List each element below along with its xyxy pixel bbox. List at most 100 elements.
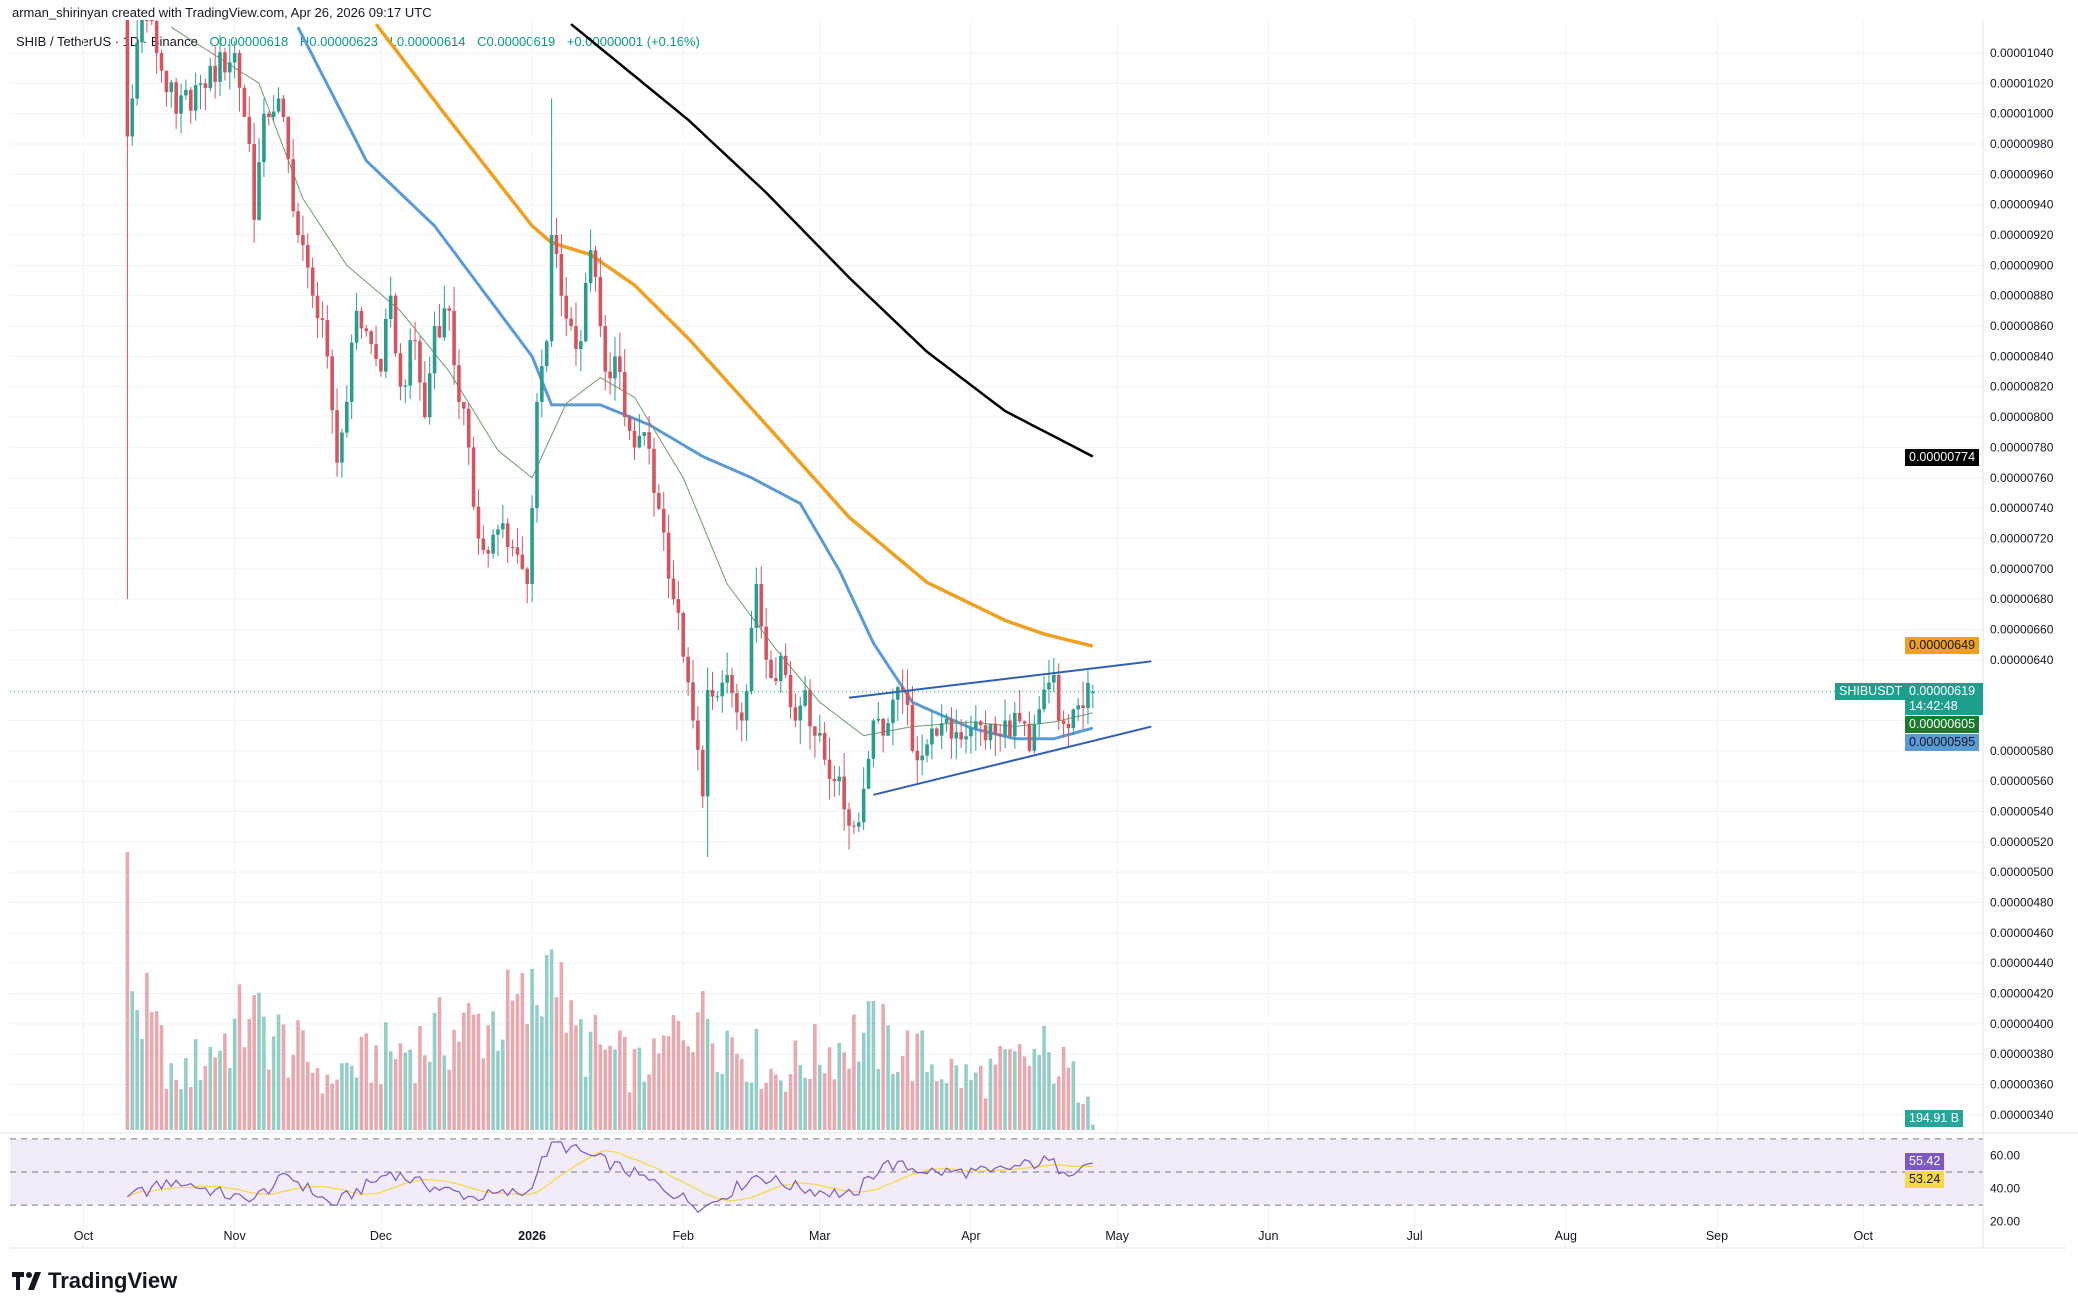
price-axis-label: 0.00000840 — [1990, 349, 2054, 363]
candle-body — [774, 678, 778, 682]
volume-bar — [145, 972, 149, 1130]
candle-body — [739, 712, 744, 721]
volume-bar — [193, 1039, 198, 1130]
volume-bar — [276, 1014, 281, 1130]
volume-bar — [935, 1081, 939, 1130]
candle-body — [798, 705, 803, 721]
candle-body — [505, 523, 510, 548]
time-axis-label: Jul — [1407, 1229, 1423, 1243]
symbol-tag: SHIBUSDT — [1835, 683, 1907, 700]
candle-body — [1052, 674, 1056, 683]
candle-body — [978, 721, 983, 726]
volume-bar — [388, 1051, 393, 1130]
volume-bar — [320, 1093, 325, 1130]
candle-body — [895, 687, 900, 700]
candle-body — [749, 627, 754, 692]
candle-body — [813, 726, 817, 736]
volume-bar — [184, 1057, 188, 1130]
volume-bar — [920, 1030, 924, 1130]
price-axis-label: 0.00000580 — [1990, 744, 2054, 758]
candle-body — [188, 89, 193, 111]
candle-body — [354, 310, 359, 343]
volume-bar — [974, 1072, 978, 1130]
candle-body — [1081, 705, 1085, 709]
candle-body — [335, 410, 339, 463]
time-axis-label: Jun — [1258, 1229, 1278, 1243]
axes: 0.00001040 0.00001020 0.00001000 0.00000980… — [74, 46, 2054, 1243]
candle-body — [325, 319, 330, 357]
volume-bar — [754, 1028, 759, 1130]
volume-bar — [335, 1079, 339, 1130]
candle-body — [388, 295, 393, 319]
candle-body — [764, 626, 768, 660]
tradingview-logo[interactable]: TradingView — [12, 1268, 177, 1294]
volume-bar — [1022, 1056, 1027, 1130]
candle-body — [886, 723, 890, 736]
candle-body — [822, 732, 827, 760]
candle-body — [349, 342, 354, 402]
volume-bar — [305, 1061, 310, 1130]
volume-bar — [622, 1036, 627, 1130]
candle-body — [257, 162, 261, 220]
candle-body — [286, 117, 291, 160]
ma200-badge: 0.00000774 — [1905, 449, 1980, 466]
candle-body — [998, 734, 1002, 736]
volume-bar — [252, 995, 256, 1130]
candle-body — [510, 547, 515, 549]
volume-bar — [530, 968, 534, 1130]
candle-body — [935, 728, 939, 736]
time-axis-label: Aug — [1555, 1229, 1577, 1243]
volume-bar — [393, 1058, 398, 1130]
price-axis-label: 0.00000880 — [1990, 289, 2054, 303]
candle-body — [735, 693, 739, 713]
bar-countdown: 14:42:48 — [1909, 699, 1958, 713]
candle-body — [525, 568, 530, 584]
price-axis-label: 0.00000460 — [1990, 926, 2054, 940]
candle-body — [608, 371, 612, 379]
candle-body — [466, 408, 471, 448]
volume-bar — [1003, 1049, 1007, 1130]
candle-body — [159, 53, 164, 71]
candle-body — [501, 523, 505, 530]
volume-bar — [1091, 1124, 1095, 1130]
price-axis-label: 0.00000680 — [1990, 592, 2054, 606]
candle-body — [622, 372, 627, 418]
price-axis-label: 0.00000400 — [1990, 1017, 2054, 1031]
candle-body — [374, 344, 378, 359]
volume-bar — [876, 1068, 881, 1130]
volume-bar — [788, 1074, 793, 1130]
volume-bar — [778, 1080, 783, 1130]
volume-bar — [310, 1072, 315, 1130]
candle-body — [418, 341, 422, 383]
candle-body — [832, 778, 837, 782]
candle-body — [1017, 712, 1022, 722]
candle-body — [403, 385, 408, 387]
volume-bar — [905, 1030, 910, 1130]
candle-body — [671, 578, 676, 600]
volume-bar — [1027, 1065, 1032, 1130]
candle-body — [1032, 723, 1037, 751]
trendlines[interactable] — [10, 660, 1983, 796]
candle-body — [281, 98, 286, 118]
candle-body — [315, 295, 320, 319]
candle-body — [696, 720, 700, 750]
volume-bar — [423, 1055, 427, 1130]
candle-body — [213, 65, 217, 82]
candle-body — [1066, 723, 1071, 729]
time-axis-label: Apr — [961, 1229, 980, 1243]
volume-bar — [964, 1064, 968, 1130]
candle-body — [164, 70, 169, 93]
volume-bar — [359, 1036, 364, 1130]
candle-body — [462, 401, 466, 409]
ma20-line — [171, 26, 1093, 737]
rsi-axis-label: 40.00 — [1990, 1182, 2020, 1196]
candle-body — [447, 308, 451, 311]
ohlc-change: +0.00000001 (+0.16%) — [566, 34, 700, 49]
volume-bar — [852, 1014, 856, 1130]
volume-bar — [1042, 1025, 1046, 1130]
symbol-name[interactable]: SHIB / TetherUS · 1D · Binance — [16, 34, 198, 49]
volume-bar — [632, 1049, 637, 1130]
volume-bar — [291, 1054, 295, 1130]
candle-body — [856, 822, 861, 827]
